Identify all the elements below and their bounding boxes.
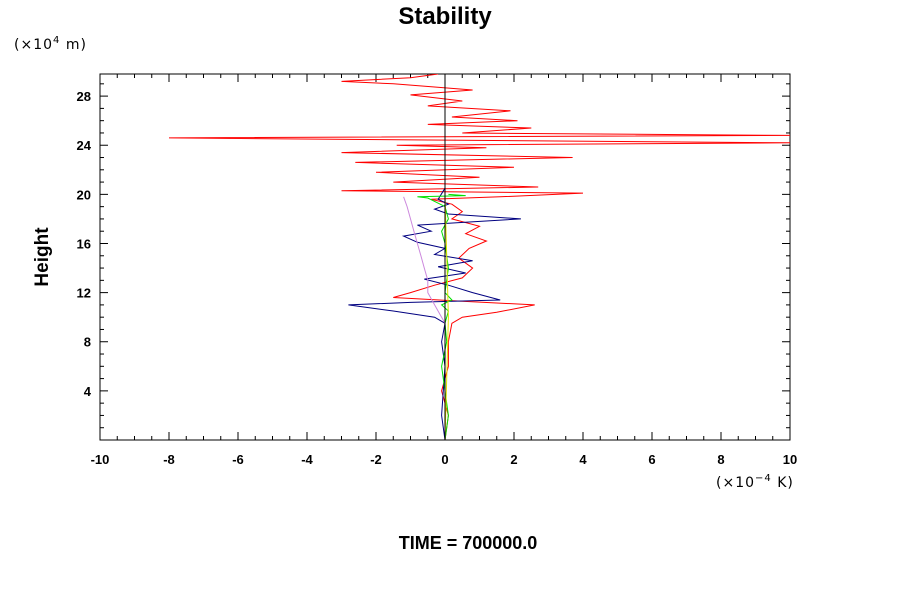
x-tick-label: 4 (579, 452, 587, 467)
time-label: TIME = 700000.0 (399, 533, 538, 553)
y-tick-label: 16 (77, 236, 91, 251)
y-tick-label: 20 (77, 187, 91, 202)
series-line-5 (444, 194, 449, 440)
y-tick-label: 8 (84, 335, 91, 350)
y-tick-label: 12 (77, 286, 91, 301)
x-axis-unit: (×10−4 K) (716, 473, 794, 491)
x-tick-label: 10 (783, 452, 797, 467)
chart-title: Stability (398, 3, 492, 30)
x-tick-label: -6 (232, 452, 244, 467)
series-line-2 (348, 187, 521, 440)
y-tick-label: 28 (77, 89, 91, 104)
x-tick-label: 0 (441, 452, 448, 467)
series-line-4 (403, 196, 446, 440)
x-tick-label: -2 (370, 452, 382, 467)
x-tick-label: -10 (91, 452, 110, 467)
x-tick-label: -8 (163, 452, 175, 467)
x-tick-label: 2 (510, 452, 517, 467)
y-axis-label: Height (32, 227, 53, 287)
data-series (168, 74, 790, 440)
x-tick-label: -4 (301, 452, 313, 467)
x-tick-label: 8 (717, 452, 724, 467)
y-tick-label: 4 (84, 384, 92, 399)
series-line-1 (168, 74, 790, 440)
x-tick-label: 6 (648, 452, 655, 467)
y-axis-unit: (×104 m) (14, 35, 87, 53)
y-tick-label: 24 (77, 138, 92, 153)
